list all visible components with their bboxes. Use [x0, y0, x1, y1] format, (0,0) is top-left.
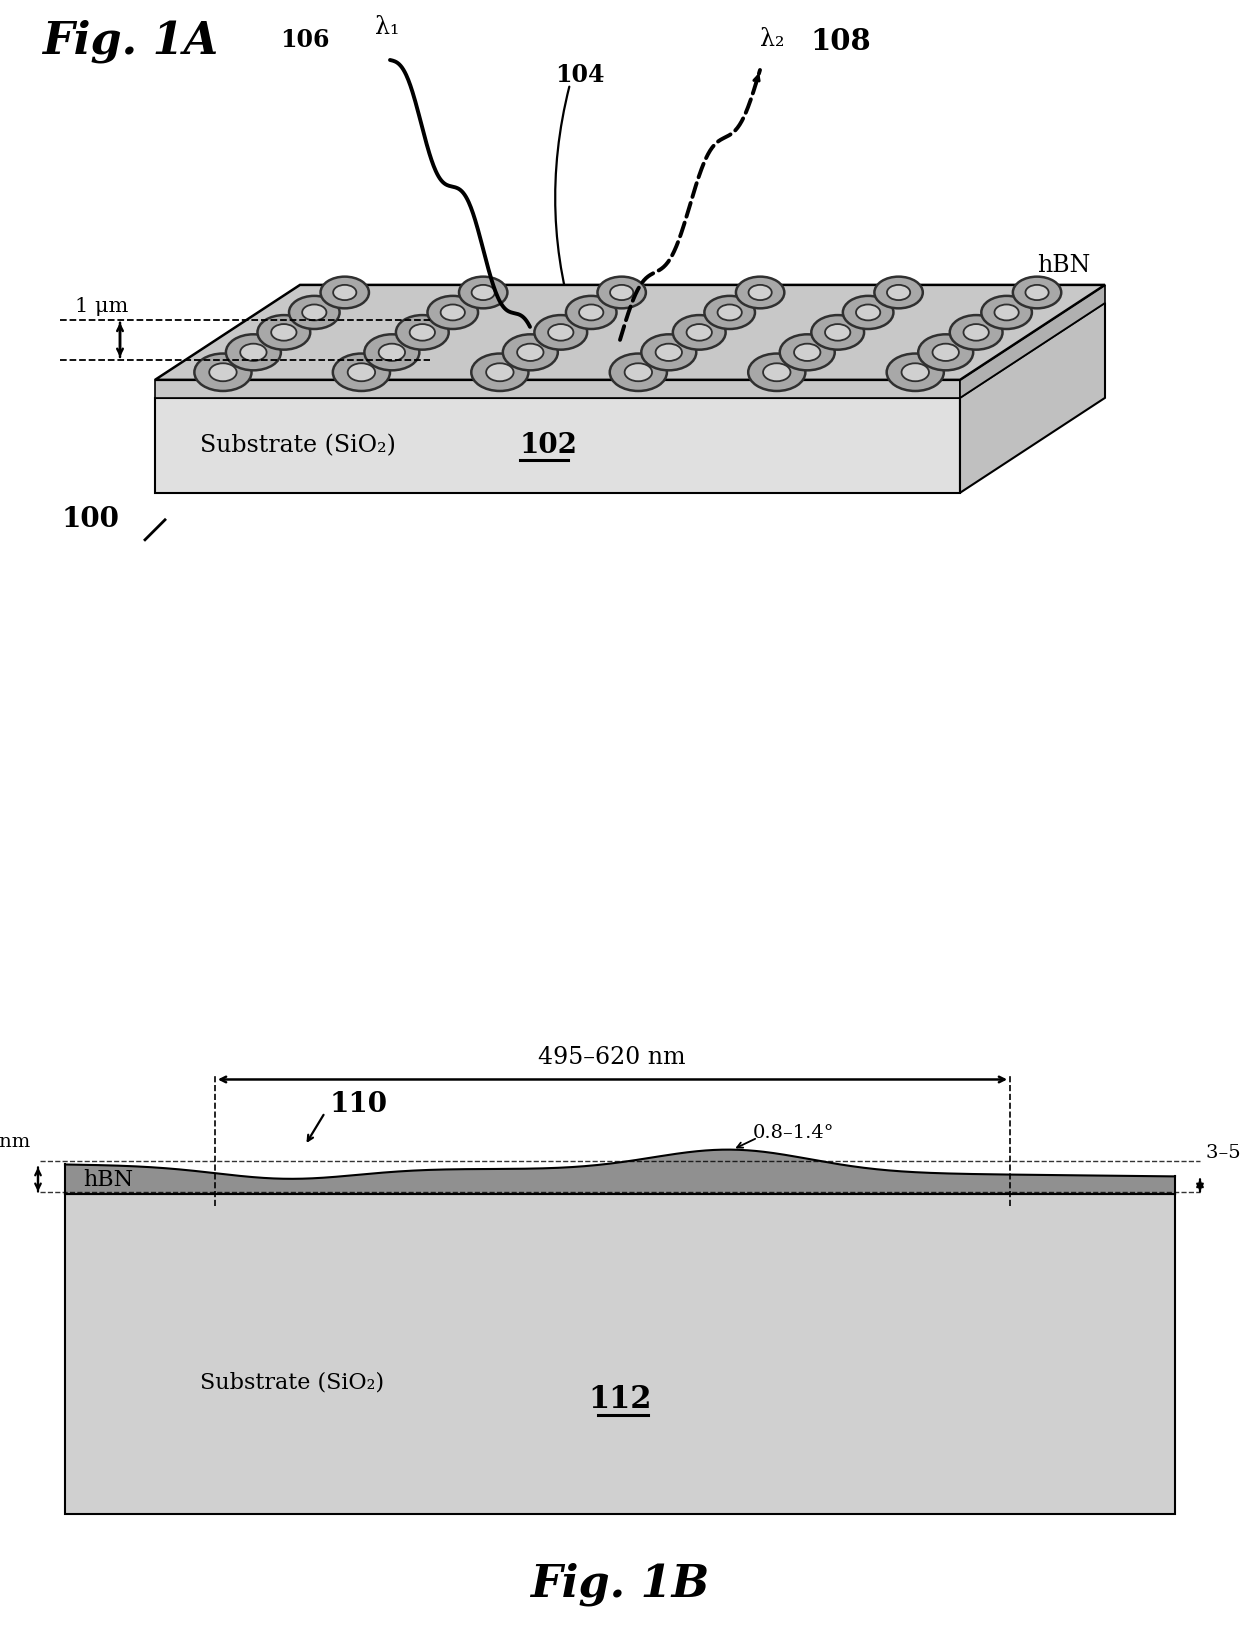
Text: 3–5 nm: 3–5 nm	[1207, 1144, 1240, 1162]
Text: 102: 102	[520, 431, 578, 459]
Ellipse shape	[378, 343, 405, 361]
Ellipse shape	[486, 363, 513, 381]
Ellipse shape	[825, 324, 851, 340]
Ellipse shape	[1013, 276, 1061, 309]
Ellipse shape	[517, 343, 543, 361]
Ellipse shape	[994, 304, 1019, 320]
Text: λ₁: λ₁	[374, 16, 399, 39]
Ellipse shape	[365, 335, 419, 371]
Ellipse shape	[548, 324, 573, 340]
Polygon shape	[155, 379, 960, 397]
Polygon shape	[155, 284, 1105, 379]
Text: Substrate (SiO₂): Substrate (SiO₂)	[200, 1371, 384, 1394]
Ellipse shape	[440, 304, 465, 320]
Text: 495–620 nm: 495–620 nm	[538, 1046, 686, 1070]
Polygon shape	[960, 302, 1105, 493]
Text: hBN: hBN	[83, 1170, 133, 1191]
Ellipse shape	[874, 276, 923, 309]
Ellipse shape	[459, 276, 507, 309]
Ellipse shape	[471, 284, 495, 301]
Ellipse shape	[272, 324, 296, 340]
Ellipse shape	[289, 296, 340, 328]
Ellipse shape	[1025, 284, 1049, 301]
Ellipse shape	[641, 335, 697, 371]
Ellipse shape	[763, 363, 791, 381]
Ellipse shape	[534, 315, 588, 350]
Text: Fig. 1B: Fig. 1B	[531, 1562, 709, 1606]
Ellipse shape	[428, 296, 479, 328]
Ellipse shape	[901, 363, 929, 381]
Ellipse shape	[656, 343, 682, 361]
Ellipse shape	[718, 304, 742, 320]
Ellipse shape	[409, 324, 435, 340]
Ellipse shape	[887, 353, 944, 391]
Ellipse shape	[396, 315, 449, 350]
Text: 100: 100	[62, 507, 120, 533]
Ellipse shape	[241, 343, 267, 361]
Ellipse shape	[332, 353, 391, 391]
Text: 0.8–1.4°: 0.8–1.4°	[753, 1124, 835, 1142]
Text: 106: 106	[280, 28, 330, 52]
Ellipse shape	[794, 343, 821, 361]
Ellipse shape	[610, 353, 667, 391]
Ellipse shape	[735, 276, 785, 309]
Ellipse shape	[210, 363, 237, 381]
Ellipse shape	[334, 284, 356, 301]
Ellipse shape	[981, 296, 1032, 328]
Text: 1 μm: 1 μm	[74, 297, 129, 315]
Ellipse shape	[811, 315, 864, 350]
Ellipse shape	[843, 296, 894, 328]
Ellipse shape	[625, 363, 652, 381]
Ellipse shape	[780, 335, 835, 371]
Ellipse shape	[673, 315, 725, 350]
Text: 104: 104	[556, 64, 605, 87]
Ellipse shape	[226, 335, 281, 371]
Polygon shape	[960, 284, 1105, 397]
Ellipse shape	[258, 315, 310, 350]
Text: 112: 112	[588, 1384, 652, 1415]
Text: 5–10 nm: 5–10 nm	[0, 1132, 30, 1150]
Polygon shape	[155, 397, 960, 493]
Ellipse shape	[887, 284, 910, 301]
Ellipse shape	[347, 363, 376, 381]
Polygon shape	[64, 1150, 1176, 1194]
Ellipse shape	[579, 304, 604, 320]
Ellipse shape	[687, 324, 712, 340]
Ellipse shape	[748, 353, 805, 391]
Ellipse shape	[856, 304, 880, 320]
Ellipse shape	[303, 304, 326, 320]
Ellipse shape	[749, 284, 771, 301]
Ellipse shape	[471, 353, 528, 391]
Text: Substrate (SiO₂): Substrate (SiO₂)	[200, 435, 396, 458]
Ellipse shape	[950, 315, 1002, 350]
Text: 108: 108	[810, 28, 870, 57]
Ellipse shape	[503, 335, 558, 371]
Ellipse shape	[704, 296, 755, 328]
Ellipse shape	[598, 276, 646, 309]
Ellipse shape	[321, 276, 370, 309]
Text: 110: 110	[330, 1092, 388, 1118]
Ellipse shape	[610, 284, 634, 301]
Ellipse shape	[195, 353, 252, 391]
Text: λ₂: λ₂	[760, 28, 785, 52]
Polygon shape	[64, 1194, 1176, 1515]
Ellipse shape	[918, 335, 973, 371]
Text: Fig. 1A: Fig. 1A	[42, 20, 218, 64]
Ellipse shape	[565, 296, 616, 328]
Ellipse shape	[932, 343, 959, 361]
Text: hBN: hBN	[1037, 253, 1090, 276]
Ellipse shape	[963, 324, 988, 340]
